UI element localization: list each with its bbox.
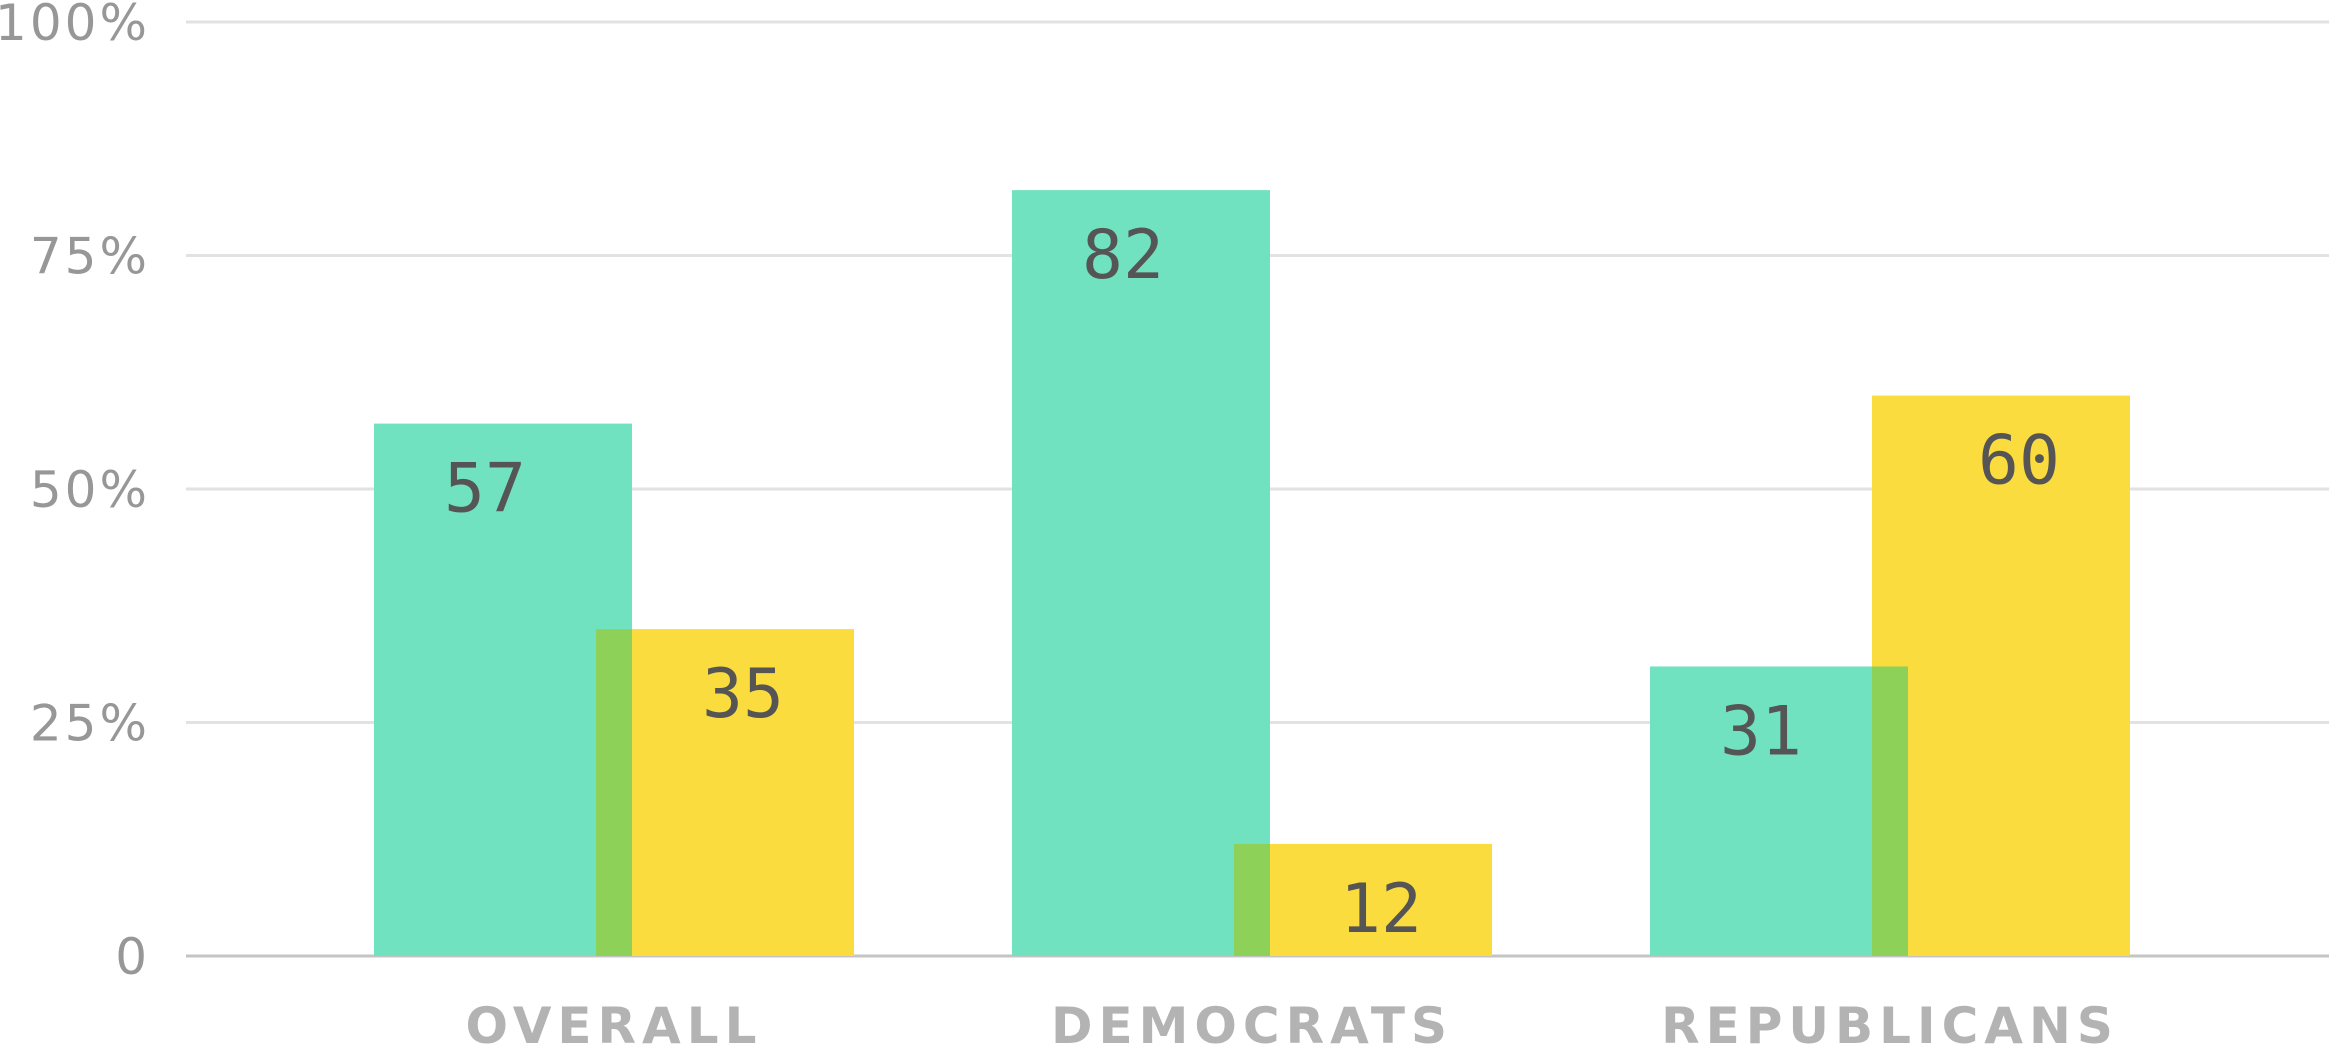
bar-overlap bbox=[1234, 843, 1270, 956]
bar-overlap bbox=[596, 629, 632, 956]
bars bbox=[374, 190, 2130, 957]
data-label: 60 bbox=[1978, 422, 2060, 501]
bar-series-2 bbox=[1872, 395, 2130, 957]
data-label: 57 bbox=[444, 450, 526, 529]
bar-series-1 bbox=[1012, 190, 1270, 956]
bar-series-2 bbox=[1234, 843, 1492, 956]
y-tick-label: 75% bbox=[30, 228, 150, 286]
data-label: 35 bbox=[702, 655, 784, 734]
bar-series-1 bbox=[1650, 666, 1908, 956]
bar-series-1 bbox=[374, 423, 632, 956]
x-tick-label: DEMOCRATS bbox=[1051, 997, 1453, 1055]
y-tick-label: 100% bbox=[0, 0, 150, 52]
y-tick-label: 50% bbox=[30, 461, 150, 519]
data-label: 82 bbox=[1082, 216, 1164, 295]
x-tick-label: OVERALL bbox=[466, 997, 763, 1055]
y-tick-label: 0 bbox=[115, 928, 150, 986]
y-axis-ticks: 0 25% 50% 75% 100% bbox=[0, 0, 150, 986]
bar-overlap bbox=[1872, 666, 1908, 956]
x-axis-ticks: OVERALL DEMOCRATS REPUBLICANS bbox=[466, 997, 2119, 1055]
y-tick-label: 25% bbox=[30, 695, 150, 753]
data-labels: 57 35 82 12 31 60 bbox=[444, 216, 2060, 949]
x-tick-label: REPUBLICANS bbox=[1661, 997, 2119, 1055]
data-label: 31 bbox=[1720, 692, 1802, 771]
bar-series-2 bbox=[596, 629, 854, 956]
data-label: 12 bbox=[1340, 870, 1422, 949]
